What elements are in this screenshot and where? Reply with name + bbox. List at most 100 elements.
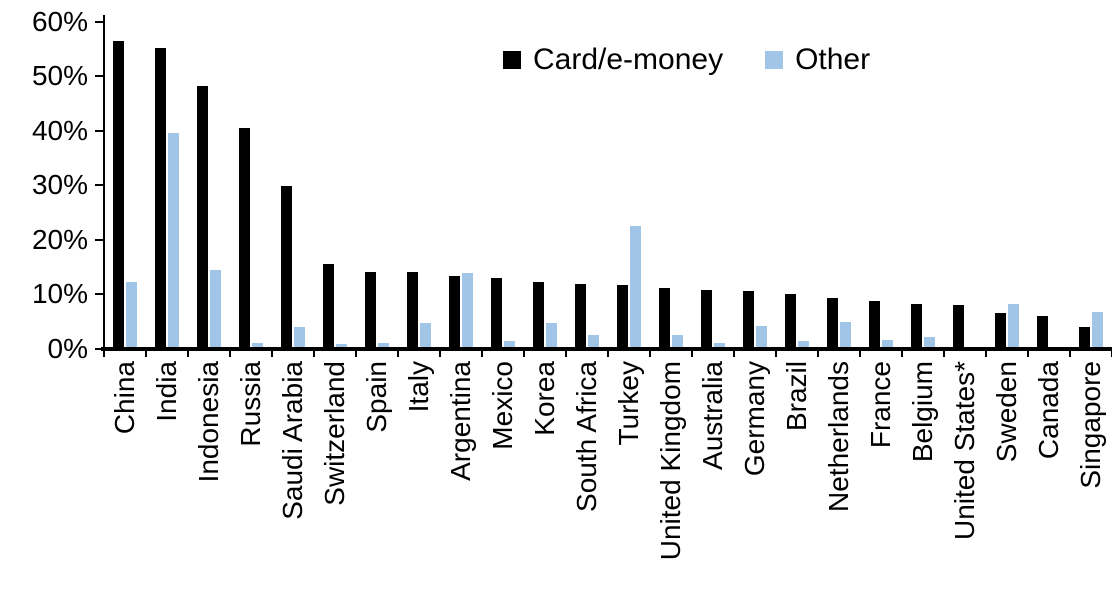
bar-other-brazil	[798, 341, 809, 349]
x-label-korea: Korea	[529, 361, 560, 436]
bar-card-e-money-united-kingdom	[659, 288, 670, 349]
legend-swatch-other	[765, 51, 784, 69]
bar-card-e-money-singapore	[1079, 327, 1090, 349]
x-tick-10	[523, 351, 525, 357]
x-label-italy: Italy	[403, 361, 434, 413]
x-label-singapore: Singapore	[1075, 361, 1106, 489]
x-tick-6	[355, 351, 357, 357]
bar-card-e-money-sweden	[995, 312, 1006, 349]
bar-card-e-money-turkey	[617, 285, 628, 349]
bar-other-china	[126, 281, 137, 349]
bar-other-korea	[546, 323, 557, 349]
y-axis	[103, 15, 105, 351]
x-label-spain: Spain	[361, 361, 392, 433]
x-tick-0	[103, 351, 105, 357]
x-label-netherlands: Netherlands	[823, 361, 854, 512]
y-tick-60	[95, 20, 104, 23]
bar-card-e-money-united-states	[953, 305, 964, 349]
x-tick-1	[145, 351, 147, 357]
y-tick-40	[95, 129, 104, 132]
bar-card-e-money-saudi-arabia	[281, 185, 292, 349]
bar-other-singapore	[1092, 312, 1103, 349]
bar-card-e-money-south-africa	[575, 284, 586, 349]
bar-card-e-money-france	[869, 300, 880, 349]
y-tick-label-60: 60%	[31, 5, 88, 37]
bar-other-switzerland	[336, 344, 347, 349]
y-tick-30	[95, 184, 104, 187]
bar-other-saudi-arabia	[294, 327, 305, 349]
x-tick-9	[481, 351, 483, 357]
bar-card-e-money-spain	[365, 271, 376, 349]
bar-other-south-africa	[588, 334, 599, 349]
chart-legend: Card/e-money Other	[503, 44, 870, 76]
y-tick-50	[95, 75, 104, 78]
bar-other-turkey	[630, 225, 641, 349]
bar-card-e-money-mexico	[491, 278, 502, 349]
y-tick-label-10: 10%	[31, 278, 88, 310]
x-label-united-states: United States*	[949, 361, 980, 540]
bar-card-e-money-australia	[701, 289, 712, 349]
bar-card-e-money-germany	[743, 290, 754, 349]
bar-card-e-money-italy	[407, 271, 418, 349]
x-tick-20	[943, 351, 945, 357]
bar-other-italy	[420, 323, 431, 349]
bar-card-e-money-india	[155, 48, 166, 349]
y-tick-10	[95, 293, 104, 296]
bar-card-e-money-russia	[239, 128, 250, 349]
x-axis	[101, 347, 1112, 351]
x-tick-7	[397, 351, 399, 357]
x-label-india: India	[151, 361, 182, 422]
y-tick-label-30: 30%	[31, 169, 88, 201]
bar-other-australia	[714, 342, 725, 349]
legend-label-card-e-money: Card/e-money	[533, 43, 724, 76]
x-label-australia: Australia	[697, 361, 728, 470]
bar-other-mexico	[504, 341, 515, 349]
x-label-turkey: Turkey	[613, 361, 644, 446]
x-tick-2	[187, 351, 189, 357]
bar-other-sweden	[1008, 303, 1019, 349]
bar-card-e-money-switzerland	[323, 263, 334, 349]
legend-label-other: Other	[795, 43, 871, 76]
x-label-argentina: Argentina	[445, 361, 476, 481]
x-tick-14	[691, 351, 693, 357]
x-label-indonesia: Indonesia	[193, 361, 224, 483]
x-label-canada: Canada	[1033, 361, 1064, 460]
bar-other-belgium	[924, 337, 935, 349]
bar-card-e-money-korea	[533, 281, 544, 349]
bar-other-netherlands	[840, 321, 851, 349]
x-label-south-africa: South Africa	[571, 361, 602, 512]
y-tick-label-20: 20%	[31, 223, 88, 255]
y-tick-label-0: 0%	[47, 332, 88, 364]
x-tick-11	[565, 351, 567, 357]
x-tick-19	[901, 351, 903, 357]
bar-other-argentina	[462, 272, 473, 349]
bar-other-france	[882, 339, 893, 349]
bar-other-spain	[378, 343, 389, 349]
x-tick-23	[1069, 351, 1071, 357]
x-tick-22	[1027, 351, 1029, 357]
x-tick-13	[649, 351, 651, 357]
x-label-brazil: Brazil	[781, 361, 812, 432]
x-label-united-kingdom: United Kingdom	[655, 361, 686, 561]
bar-card-e-money-china	[113, 41, 124, 349]
bar-card-e-money-netherlands	[827, 297, 838, 349]
bar-other-united-kingdom	[672, 335, 683, 349]
x-label-france: France	[865, 361, 896, 449]
x-label-belgium: Belgium	[907, 361, 938, 463]
x-tick-15	[733, 351, 735, 357]
x-label-switzerland: Switzerland	[319, 361, 350, 506]
y-tick-label-50: 50%	[31, 60, 88, 92]
x-tick-17	[817, 351, 819, 357]
y-tick-label-40: 40%	[31, 114, 88, 146]
bar-other-indonesia	[210, 269, 221, 349]
x-label-sweden: Sweden	[991, 361, 1022, 463]
x-label-germany: Germany	[739, 361, 770, 477]
y-tick-0	[95, 347, 104, 350]
x-tick-5	[313, 351, 315, 357]
x-label-russia: Russia	[235, 361, 266, 447]
bar-card-e-money-indonesia	[197, 85, 208, 349]
x-tick-18	[859, 351, 861, 357]
x-label-mexico: Mexico	[487, 361, 518, 450]
bar-other-germany	[756, 326, 767, 349]
